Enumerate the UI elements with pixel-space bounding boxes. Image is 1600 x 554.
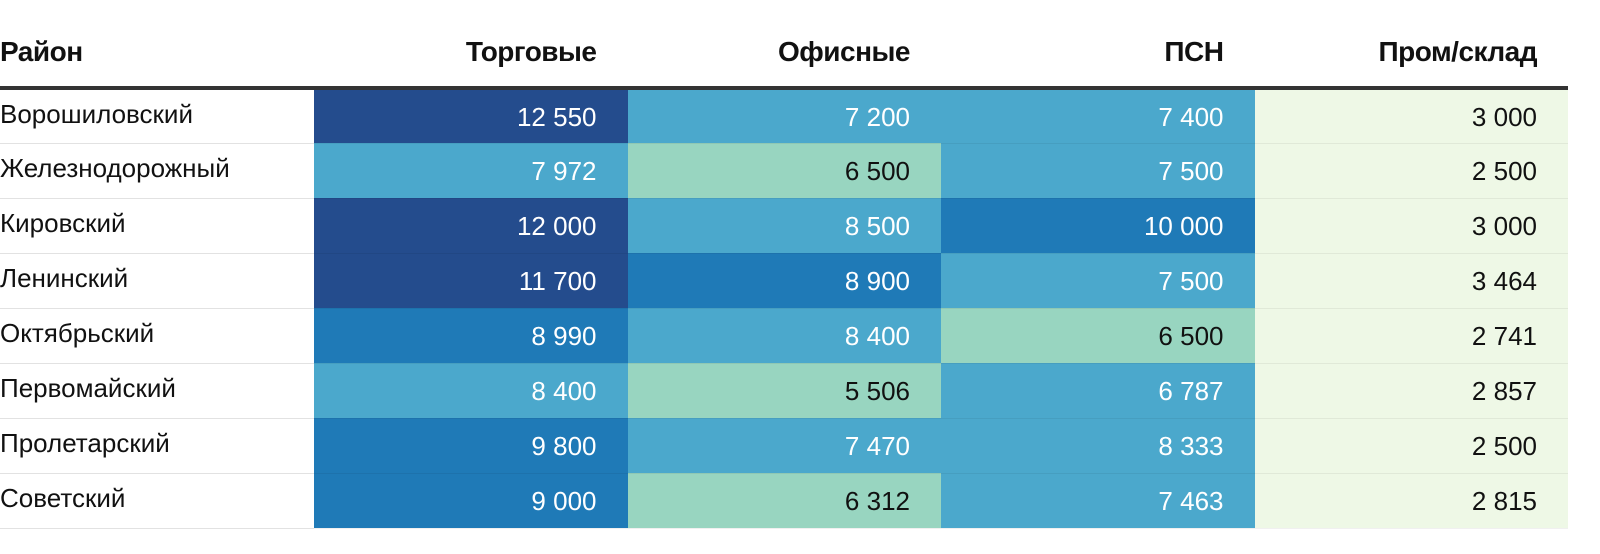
table-row: Ленинский 11 700 8 900 7 500 3 464: [0, 253, 1568, 309]
row-label-district: Октябрьский: [0, 308, 314, 364]
cell-psn: 6 787: [941, 363, 1255, 419]
table-row: Кировский 12 000 8 500 10 000 3 000: [0, 198, 1568, 254]
cell-retail: 8 400: [314, 363, 628, 419]
column-header-retail[interactable]: Торговые: [314, 0, 628, 90]
cell-psn: 10 000: [941, 198, 1255, 254]
column-header-psn[interactable]: ПСН: [941, 0, 1255, 90]
table-row: Первомайский 8 400 5 506 6 787 2 857: [0, 363, 1568, 419]
cell-office: 7 200: [627, 88, 941, 144]
cell-industrial: 2 857: [1254, 363, 1568, 419]
cell-psn: 7 463: [941, 473, 1255, 529]
cell-retail: 7 972: [314, 143, 628, 199]
cell-retail: 9 000: [314, 473, 628, 529]
cell-industrial: 3 464: [1254, 253, 1568, 309]
column-header-district[interactable]: Район: [0, 0, 314, 90]
table-row: Железнодорожный 7 972 6 500 7 500 2 500: [0, 143, 1568, 199]
row-label-district: Железнодорожный: [0, 143, 314, 199]
table-row: Ворошиловский 12 550 7 200 7 400 3 000: [0, 88, 1568, 144]
cell-office: 8 400: [627, 308, 941, 364]
heatmap-table: Район Торговые Офисные ПСН Пром/склад Во…: [0, 0, 1568, 529]
cell-psn: 7 400: [941, 88, 1255, 144]
table-row: Пролетарский 9 800 7 470 8 333 2 500: [0, 418, 1568, 474]
table-body: Ворошиловский 12 550 7 200 7 400 3 000 Железн…: [0, 88, 1568, 529]
cell-industrial: 2 815: [1254, 473, 1568, 529]
cell-office: 8 900: [627, 253, 941, 309]
row-label-district: Кировский: [0, 198, 314, 254]
row-label-district: Советский: [0, 473, 314, 529]
cell-psn: 6 500: [941, 308, 1255, 364]
heatmap-table-container: Район Торговые Офисные ПСН Пром/склад Во…: [0, 0, 1568, 529]
header-row: Район Торговые Офисные ПСН Пром/склад: [0, 0, 1568, 90]
row-label-district: Ворошиловский: [0, 88, 314, 144]
row-label-district: Ленинский: [0, 253, 314, 309]
table-header: Район Торговые Офисные ПСН Пром/склад: [0, 0, 1568, 90]
column-header-office[interactable]: Офисные: [627, 0, 941, 90]
cell-industrial: 3 000: [1254, 198, 1568, 254]
cell-office: 6 500: [627, 143, 941, 199]
cell-office: 7 470: [627, 418, 941, 474]
cell-office: 5 506: [627, 363, 941, 419]
cell-retail: 11 700: [314, 253, 628, 309]
row-label-district: Пролетарский: [0, 418, 314, 474]
row-label-district: Первомайский: [0, 363, 314, 419]
table-row: Октябрьский 8 990 8 400 6 500 2 741: [0, 308, 1568, 364]
cell-industrial: 3 000: [1254, 88, 1568, 144]
cell-office: 8 500: [627, 198, 941, 254]
cell-retail: 12 550: [314, 88, 628, 144]
cell-retail: 8 990: [314, 308, 628, 364]
cell-psn: 8 333: [941, 418, 1255, 474]
cell-psn: 7 500: [941, 143, 1255, 199]
cell-retail: 12 000: [314, 198, 628, 254]
cell-industrial: 2 741: [1254, 308, 1568, 364]
cell-retail: 9 800: [314, 418, 628, 474]
cell-industrial: 2 500: [1254, 418, 1568, 474]
table-row: Советский 9 000 6 312 7 463 2 815: [0, 473, 1568, 529]
cell-psn: 7 500: [941, 253, 1255, 309]
column-header-industrial[interactable]: Пром/склад: [1254, 0, 1568, 90]
cell-office: 6 312: [627, 473, 941, 529]
cell-industrial: 2 500: [1254, 143, 1568, 199]
